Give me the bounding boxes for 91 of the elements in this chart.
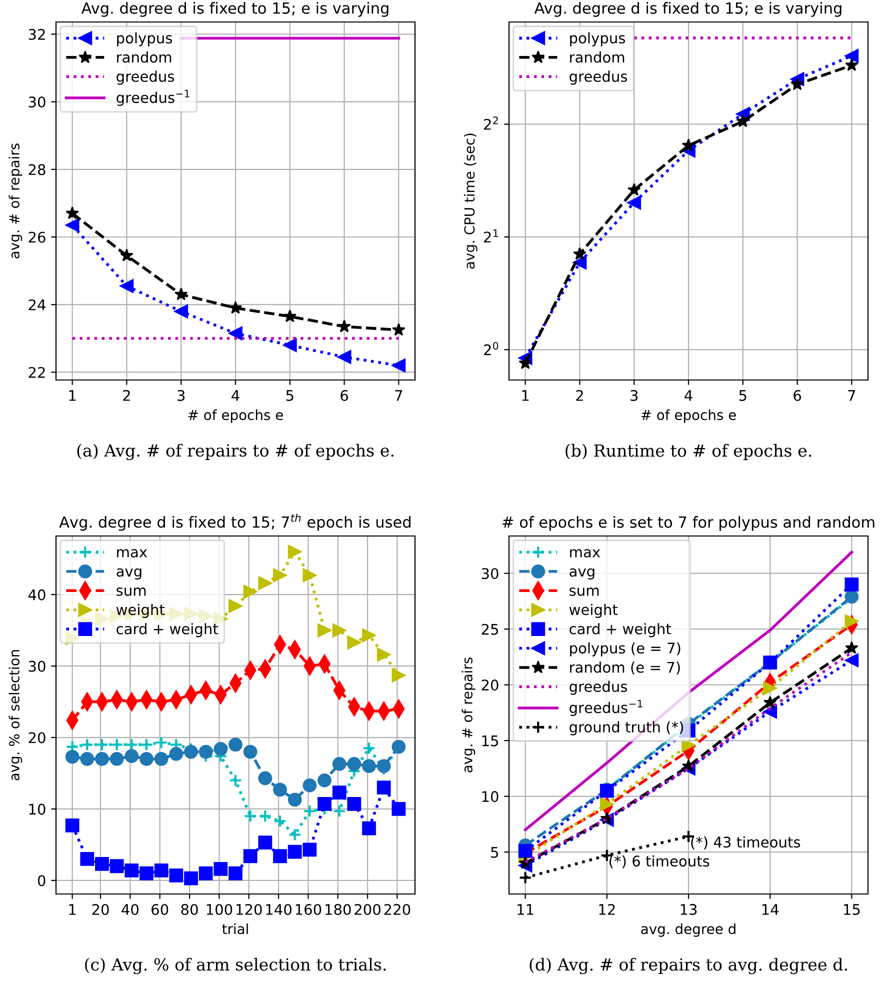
chart-title: Avg. degree d is fixed to 15; 7$^{th}$ epoch is used xyxy=(59,514,410,531)
x-tick-label: 11 xyxy=(518,904,534,915)
legend-label: card + weight xyxy=(570,623,672,638)
legend-label: weight xyxy=(569,604,618,618)
x-tick-label: 100 xyxy=(206,904,232,916)
legend-label: greedus$^{−1}$ xyxy=(116,90,190,106)
x-tick-label: 1 xyxy=(522,390,529,401)
y-tick-label: 5 xyxy=(491,846,498,858)
y-tick-label: 15 xyxy=(482,735,498,746)
x-tick-label: 2 xyxy=(576,390,583,401)
x-tick-label: 60 xyxy=(152,904,168,916)
x-tick-label: 80 xyxy=(181,904,198,916)
x-tick-label: 7 xyxy=(848,390,856,401)
y-tick-label: 20 xyxy=(482,680,498,691)
legend-label: greedus xyxy=(570,70,628,85)
legend-label: greedus$^{−1}$ xyxy=(570,700,642,716)
legend-label: polypus (e = 7) xyxy=(570,642,680,656)
y-tick-label: 28 xyxy=(28,164,46,176)
x-tick-label: 6 xyxy=(794,390,802,402)
legend-label: max xyxy=(570,549,600,558)
x-tick-label: 14 xyxy=(762,904,779,915)
x-tick-label: 7 xyxy=(395,390,402,401)
x-tick-label: 40 xyxy=(122,904,138,916)
x-tick-label: 4 xyxy=(232,390,240,401)
legend-label: random xyxy=(570,51,624,63)
y-tick-label: 2$^{2}$ xyxy=(484,116,498,130)
y-tick-label: 2$^{1}$ xyxy=(484,229,498,242)
x-tick-label: 2 xyxy=(123,390,130,401)
x-tick-label: 6 xyxy=(340,390,348,402)
y-tick-label: 26 xyxy=(28,232,46,243)
x-axis-title: trial xyxy=(222,923,248,934)
x-tick-label: 220 xyxy=(384,904,410,916)
y-tick-label: 24 xyxy=(28,299,46,310)
chart-title: Avg. degree d is fixed to 15; e is varying xyxy=(81,2,388,17)
y-tick-label: 30 xyxy=(482,568,498,580)
x-axis-title: # of epochs e xyxy=(641,409,736,423)
y-tick-label: 40 xyxy=(28,589,46,600)
annotation: (*) 6 timeouts xyxy=(610,855,710,868)
y-tick-label: 10 xyxy=(29,804,46,815)
x-tick-label: 140 xyxy=(266,904,292,916)
x-tick-label: 1 xyxy=(69,390,76,401)
legend-label: card + weight xyxy=(116,623,218,638)
legend-label: random (e = 7) xyxy=(570,662,680,675)
y-axis-title: avg. # of repairs xyxy=(8,144,22,258)
legend-label: sum xyxy=(116,588,146,596)
legend-label: max xyxy=(117,549,148,558)
x-tick-label: 120 xyxy=(236,904,262,916)
y-tick-label: 30 xyxy=(28,660,46,672)
legend-label: sum xyxy=(570,588,599,596)
y-tick-label: 10 xyxy=(482,791,498,802)
y-tick-label: 30 xyxy=(28,96,46,108)
text: (d) Avg. # of repairs to avg. degree d. xyxy=(530,958,848,974)
chart-title: # of epochs e is set to 7 for polypus and random xyxy=(502,516,874,531)
text: (b) Runtime to # of epochs e. xyxy=(566,444,812,460)
x-tick-label: 12 xyxy=(599,904,615,915)
legend-label: polypus xyxy=(117,32,172,46)
y-tick-label: 32 xyxy=(28,28,45,40)
x-tick-label: 4 xyxy=(684,390,692,401)
legend-label: weight xyxy=(116,604,165,618)
x-tick-label: 20 xyxy=(92,904,109,916)
legend-label: ground truth (*) xyxy=(570,721,683,736)
x-tick-label: 160 xyxy=(296,904,322,916)
y-tick-label: 0 xyxy=(38,875,46,886)
y-axis-title: avg. % of selection xyxy=(8,650,22,780)
x-tick-label: 15 xyxy=(844,904,860,916)
y-tick-label: 25 xyxy=(482,624,498,635)
y-tick-label: 22 xyxy=(28,366,45,378)
y-tick-label: 20 xyxy=(28,732,46,744)
chart-title: Avg. degree d is fixed to 15; e is varying xyxy=(534,2,842,17)
text: (a) Avg. # of repairs to # of epochs e. xyxy=(77,444,394,460)
x-axis-title: # of epochs e xyxy=(188,409,283,423)
x-tick-label: 3 xyxy=(178,390,185,402)
legend-label: random xyxy=(117,51,172,63)
x-axis-title: avg. degree d xyxy=(641,923,736,937)
text: (c) Avg. % of arm selection to trials. xyxy=(85,958,386,974)
legend-label: greedus xyxy=(570,680,628,695)
x-tick-label: 180 xyxy=(326,904,351,916)
y-tick-label: 2$^{0}$ xyxy=(484,342,498,356)
x-tick-label: 1 xyxy=(69,904,76,915)
annotation: (*) 43 timeouts xyxy=(691,836,800,850)
x-tick-label: 13 xyxy=(680,904,697,916)
legend-label: avg xyxy=(570,568,594,580)
x-tick-label: 3 xyxy=(630,390,638,402)
legend-label: polypus xyxy=(570,32,626,46)
x-tick-label: 200 xyxy=(354,904,380,916)
legend-label: avg xyxy=(116,568,142,580)
y-axis-title: avg. # of repairs xyxy=(462,658,476,772)
x-tick-label: 5 xyxy=(739,390,746,402)
legend-label: greedus xyxy=(116,70,174,85)
y-axis-title: avg. CPU time (sec) xyxy=(464,134,478,269)
x-tick-label: 5 xyxy=(286,390,294,402)
